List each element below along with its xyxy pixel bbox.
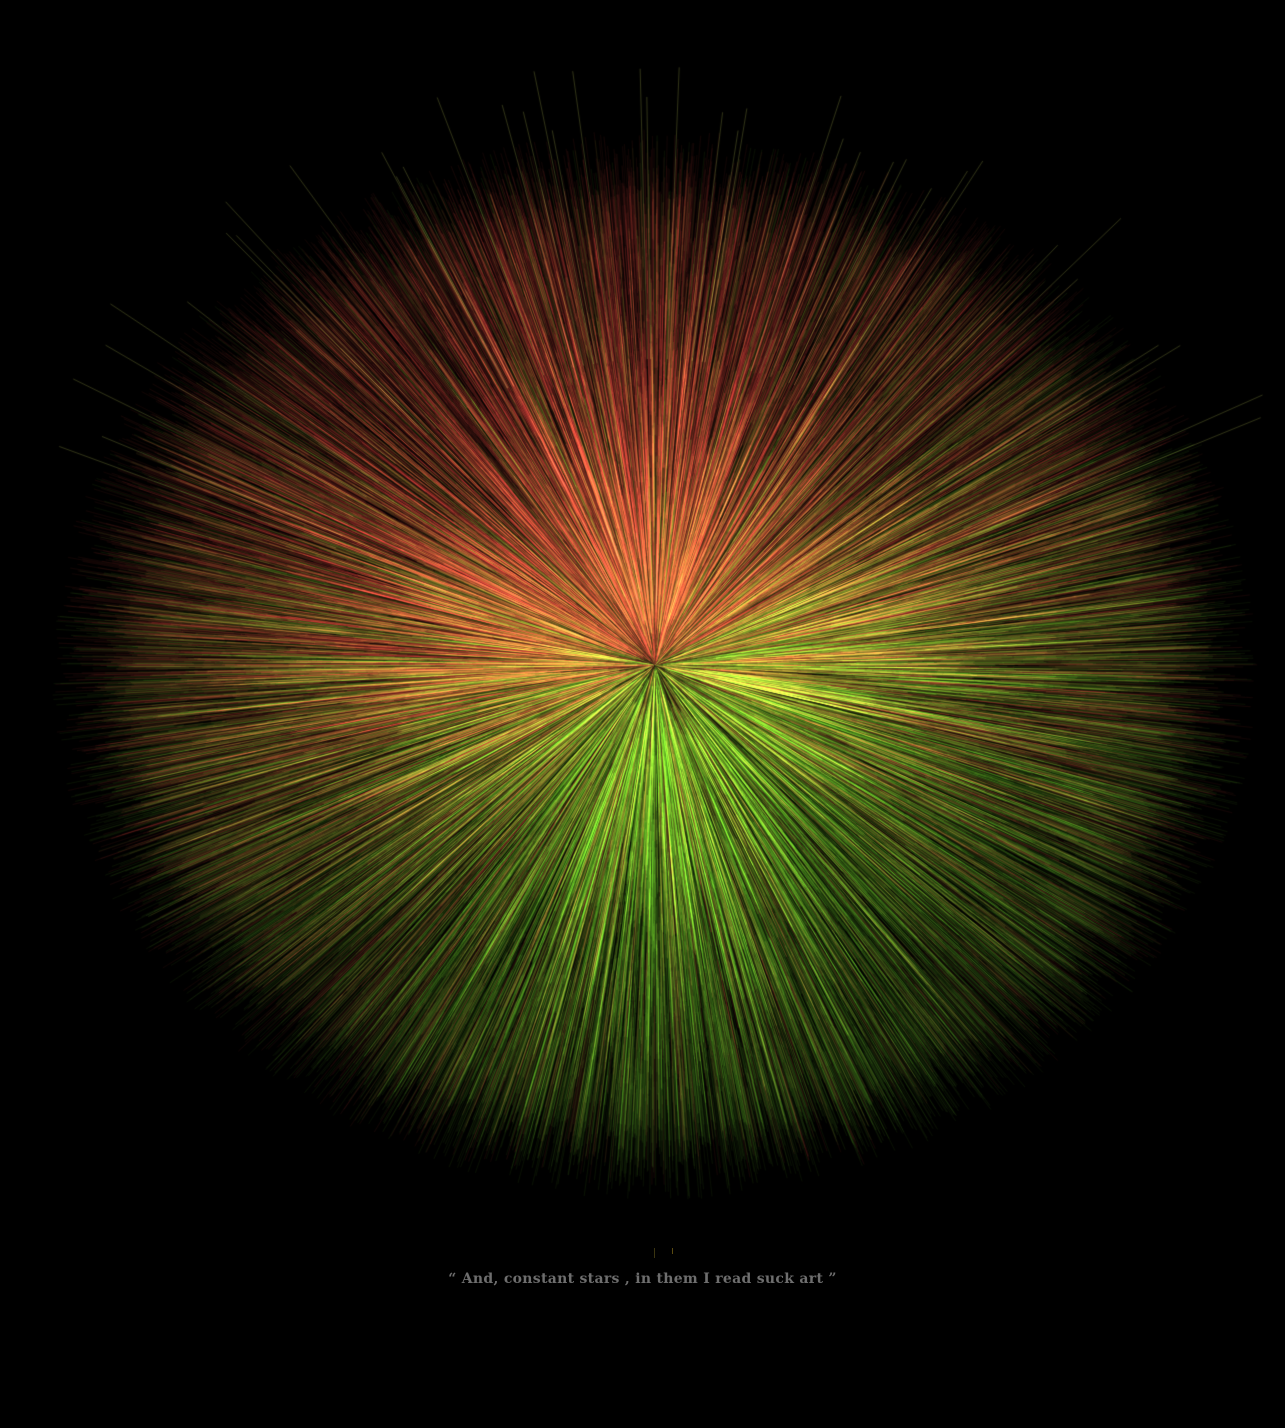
mark (654, 1248, 655, 1258)
small-marks (652, 1248, 676, 1260)
caption-quote: “ And, constant stars , in them I read s… (448, 1271, 837, 1287)
mark (672, 1248, 673, 1254)
starburst-artwork (0, 0, 1285, 1230)
